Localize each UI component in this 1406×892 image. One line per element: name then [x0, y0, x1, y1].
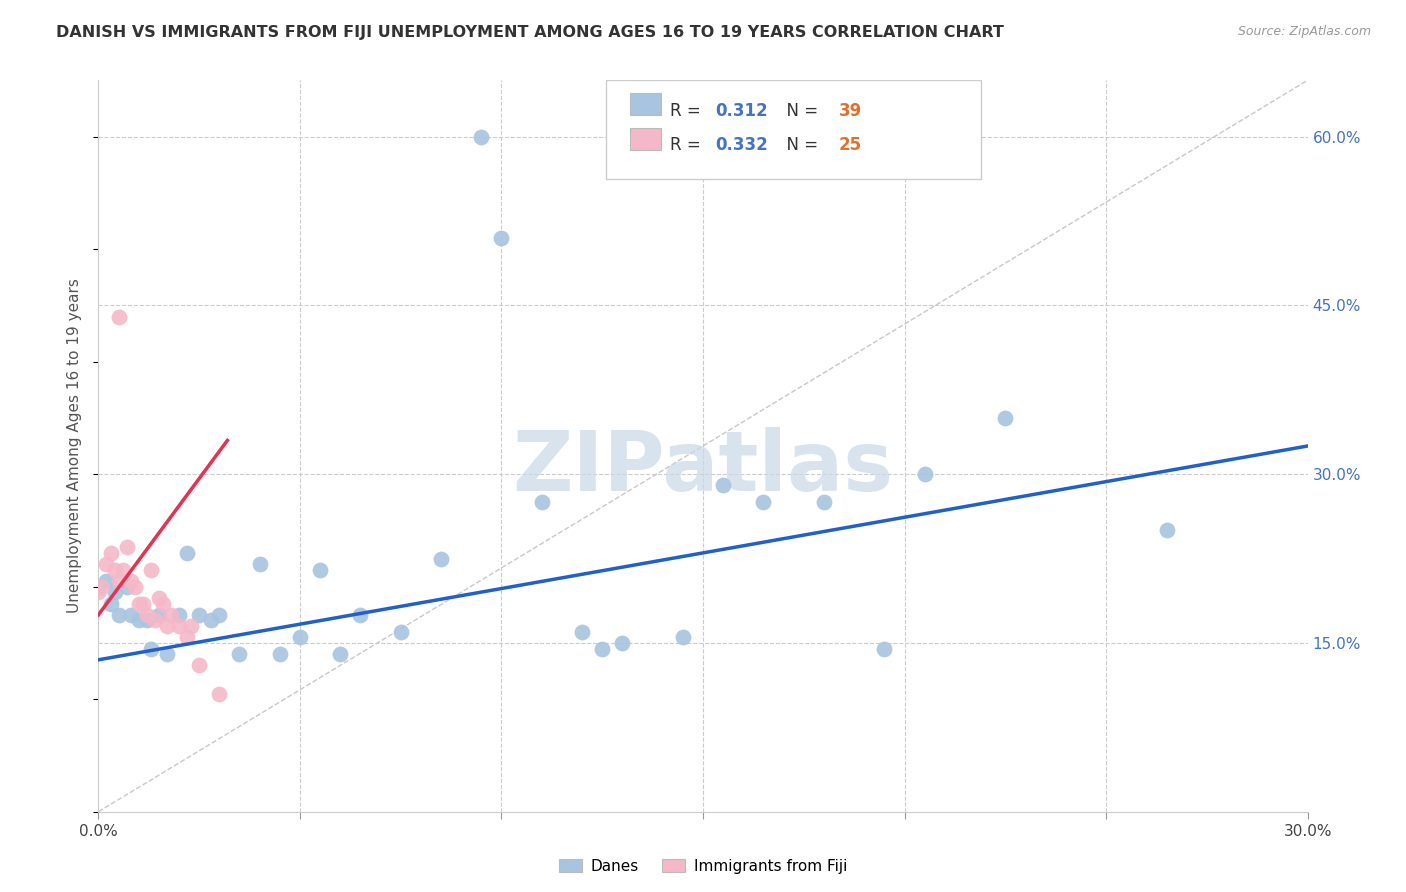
Point: [470, 129, 492, 144]
Point: [103, 563, 125, 577]
Point: [389, 624, 412, 639]
Point: [91, 580, 114, 594]
FancyBboxPatch shape: [630, 128, 661, 150]
Point: [176, 630, 198, 644]
Point: [752, 495, 775, 509]
Point: [208, 687, 231, 701]
FancyBboxPatch shape: [606, 80, 981, 179]
Point: [139, 563, 162, 577]
Point: [135, 607, 157, 622]
Text: 0.332: 0.332: [716, 136, 768, 153]
Point: [873, 641, 896, 656]
Point: [148, 607, 170, 622]
Point: [96, 574, 118, 588]
Point: [135, 614, 157, 628]
Point: [612, 636, 634, 650]
Point: [188, 658, 211, 673]
Point: [530, 495, 553, 509]
Point: [329, 647, 352, 661]
Point: [111, 563, 134, 577]
Point: [288, 630, 311, 644]
Point: [176, 546, 198, 560]
Point: [132, 597, 155, 611]
Point: [100, 546, 122, 560]
Point: [571, 624, 593, 639]
Point: [143, 614, 166, 628]
FancyBboxPatch shape: [630, 94, 661, 115]
Text: R =: R =: [671, 136, 706, 153]
Point: [269, 647, 291, 661]
Point: [309, 563, 332, 577]
Text: 39: 39: [838, 103, 862, 120]
Point: [124, 580, 146, 594]
Point: [994, 410, 1017, 425]
Point: [249, 557, 271, 571]
Legend: Danes, Immigrants from Fiji: Danes, Immigrants from Fiji: [553, 853, 853, 880]
Text: N =: N =: [776, 136, 823, 153]
Point: [591, 641, 613, 656]
Point: [115, 541, 138, 555]
Point: [87, 585, 110, 599]
Point: [107, 574, 129, 588]
Point: [167, 619, 190, 633]
Point: [156, 647, 179, 661]
Point: [139, 641, 162, 656]
Text: R =: R =: [671, 103, 706, 120]
Point: [200, 614, 222, 628]
Point: [156, 619, 179, 633]
Point: [914, 467, 936, 482]
Point: [148, 591, 170, 605]
Point: [160, 607, 183, 622]
Point: [128, 614, 150, 628]
Text: DANISH VS IMMIGRANTS FROM FIJI UNEMPLOYMENT AMONG AGES 16 TO 19 YEARS CORRELATIO: DANISH VS IMMIGRANTS FROM FIJI UNEMPLOYM…: [56, 25, 1004, 40]
Point: [103, 585, 125, 599]
Point: [167, 607, 190, 622]
Point: [349, 607, 371, 622]
Point: [1156, 524, 1178, 538]
Point: [120, 607, 142, 622]
Text: N =: N =: [776, 103, 823, 120]
Point: [107, 310, 129, 324]
Point: [107, 607, 129, 622]
Text: 0.312: 0.312: [716, 103, 768, 120]
Point: [228, 647, 250, 661]
Point: [672, 630, 695, 644]
Point: [152, 597, 174, 611]
Point: [100, 597, 122, 611]
Point: [96, 557, 118, 571]
Y-axis label: Unemployment Among Ages 16 to 19 years: Unemployment Among Ages 16 to 19 years: [67, 278, 83, 614]
Point: [208, 607, 231, 622]
Text: ZIPatlas: ZIPatlas: [513, 427, 893, 508]
Point: [430, 551, 453, 566]
Text: Source: ZipAtlas.com: Source: ZipAtlas.com: [1237, 25, 1371, 38]
Text: 25: 25: [838, 136, 862, 153]
Point: [115, 580, 138, 594]
Point: [128, 597, 150, 611]
Point: [188, 607, 211, 622]
Point: [491, 231, 513, 245]
Point: [120, 574, 142, 588]
Point: [180, 619, 202, 633]
Point: [711, 478, 734, 492]
Point: [813, 495, 835, 509]
